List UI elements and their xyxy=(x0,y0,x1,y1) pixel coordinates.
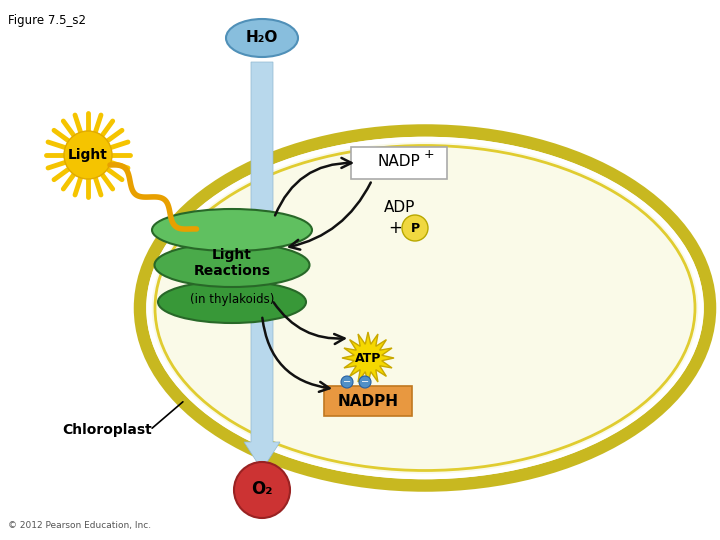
Text: H₂O: H₂O xyxy=(246,30,278,45)
Text: +: + xyxy=(388,219,402,237)
Text: ADP: ADP xyxy=(384,199,415,214)
Ellipse shape xyxy=(140,131,710,485)
Text: P: P xyxy=(410,221,420,234)
Text: ATP: ATP xyxy=(355,352,381,365)
Ellipse shape xyxy=(152,209,312,251)
Ellipse shape xyxy=(155,243,310,287)
Text: NADPH: NADPH xyxy=(338,394,398,408)
Ellipse shape xyxy=(226,19,298,57)
Circle shape xyxy=(359,376,371,388)
Ellipse shape xyxy=(158,281,306,323)
Text: −: − xyxy=(361,377,369,387)
Polygon shape xyxy=(342,332,394,384)
FancyBboxPatch shape xyxy=(324,386,412,416)
Circle shape xyxy=(402,215,428,241)
Text: © 2012 Pearson Education, Inc.: © 2012 Pearson Education, Inc. xyxy=(8,521,151,530)
Text: NADP: NADP xyxy=(377,154,420,170)
FancyArrow shape xyxy=(244,62,280,470)
Text: (in thylakoids): (in thylakoids) xyxy=(190,294,274,307)
Ellipse shape xyxy=(155,145,695,470)
Text: +: + xyxy=(423,148,434,161)
Circle shape xyxy=(341,376,353,388)
Text: Light: Light xyxy=(68,148,108,162)
Circle shape xyxy=(64,131,112,179)
Circle shape xyxy=(234,462,290,518)
FancyBboxPatch shape xyxy=(351,147,447,179)
Text: O₂: O₂ xyxy=(251,480,273,498)
Text: Light
Reactions: Light Reactions xyxy=(194,248,271,278)
Text: Figure 7.5_s2: Figure 7.5_s2 xyxy=(8,14,86,27)
Ellipse shape xyxy=(149,139,701,476)
Text: Chloroplast: Chloroplast xyxy=(62,423,152,437)
Text: −: − xyxy=(343,377,351,387)
